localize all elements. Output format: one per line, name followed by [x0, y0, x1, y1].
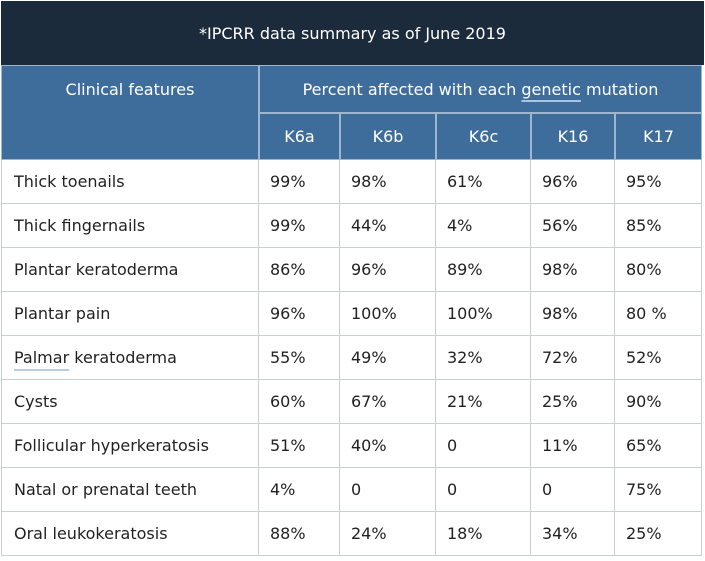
value-cell: 100% — [436, 292, 531, 336]
table-row: Palmar keratoderma 55% 49% 32% 72% 52% — [1, 336, 702, 380]
feature-cell: Plantar keratoderma — [1, 248, 259, 292]
table-row: Cysts 60% 67% 21% 25% 90% — [1, 380, 702, 424]
value-cell: 25% — [615, 512, 702, 556]
feature-cell-rest: keratoderma — [69, 348, 177, 367]
value-cell: 55% — [259, 336, 340, 380]
value-cell: 100% — [340, 292, 436, 336]
header-percent-suffix: mutation — [580, 79, 659, 99]
value-cell: 90% — [615, 380, 702, 424]
table-row: Oral leukokeratosis 88% 24% 18% 34% 25% — [1, 512, 702, 556]
header-percent-prefix: Percent affected with each — [302, 79, 522, 99]
value-cell: 18% — [436, 512, 531, 556]
value-cell: 65% — [615, 424, 702, 468]
table-row: Follicular hyperkeratosis 51% 40% 0 11% … — [1, 424, 702, 468]
value-cell: 0 — [436, 424, 531, 468]
value-cell: 52% — [615, 336, 702, 380]
value-cell: 96% — [531, 160, 615, 204]
value-cell: 11% — [531, 424, 615, 468]
value-cell: 25% — [531, 380, 615, 424]
value-cell: 4% — [259, 468, 340, 512]
value-cell: 86% — [259, 248, 340, 292]
table-title: *IPCRR data summary as of June 2019 — [1, 1, 704, 65]
header-percent-affected: Percent affected with each genetic mutat… — [259, 65, 702, 113]
value-cell: 88% — [259, 512, 340, 556]
palmar-link[interactable]: Palmar — [14, 348, 70, 367]
value-cell: 96% — [340, 248, 436, 292]
header-gene-k6b: K6b — [340, 113, 436, 160]
value-cell: 72% — [531, 336, 615, 380]
value-cell: 89% — [436, 248, 531, 292]
value-cell: 75% — [615, 468, 702, 512]
value-cell: 0 — [436, 468, 531, 512]
value-cell: 98% — [340, 160, 436, 204]
value-cell: 99% — [259, 160, 340, 204]
feature-cell: Follicular hyperkeratosis — [1, 424, 259, 468]
value-cell: 85% — [615, 204, 702, 248]
value-cell: 0 — [531, 468, 615, 512]
feature-cell: Thick fingernails — [1, 204, 259, 248]
value-cell: 40% — [340, 424, 436, 468]
header-gene-k16: K16 — [531, 113, 615, 160]
table-row: Plantar pain 96% 100% 100% 98% 80 % — [1, 292, 702, 336]
value-cell: 98% — [531, 248, 615, 292]
table-body: Thick toenails 99% 98% 61% 96% 95% Thick… — [1, 160, 702, 556]
value-cell: 60% — [259, 380, 340, 424]
value-cell: 80% — [615, 248, 702, 292]
feature-cell: Thick toenails — [1, 160, 259, 204]
value-cell: 4% — [436, 204, 531, 248]
value-cell: 21% — [436, 380, 531, 424]
value-cell: 80 % — [615, 292, 702, 336]
header-gene-k17: K17 — [615, 113, 702, 160]
value-cell: 44% — [340, 204, 436, 248]
table-row: Plantar keratoderma 86% 96% 89% 98% 80% — [1, 248, 702, 292]
value-cell: 0 — [340, 468, 436, 512]
feature-cell: Palmar keratoderma — [1, 336, 259, 380]
value-cell: 98% — [531, 292, 615, 336]
value-cell: 95% — [615, 160, 702, 204]
value-cell: 32% — [436, 336, 531, 380]
feature-cell: Natal or prenatal teeth — [1, 468, 259, 512]
table-row: Thick toenails 99% 98% 61% 96% 95% — [1, 160, 702, 204]
value-cell: 67% — [340, 380, 436, 424]
value-cell: 24% — [340, 512, 436, 556]
value-cell: 49% — [340, 336, 436, 380]
table-row: Thick fingernails 99% 44% 4% 56% 85% — [1, 204, 702, 248]
genetic-link[interactable]: genetic — [521, 79, 581, 99]
value-cell: 61% — [436, 160, 531, 204]
feature-cell: Cysts — [1, 380, 259, 424]
header-gene-k6a: K6a — [259, 113, 340, 160]
feature-cell: Plantar pain — [1, 292, 259, 336]
table-row: Natal or prenatal teeth 4% 0 0 0 75% — [1, 468, 702, 512]
header-gene-k6c: K6c — [436, 113, 531, 160]
feature-cell: Oral leukokeratosis — [1, 512, 259, 556]
value-cell: 34% — [531, 512, 615, 556]
header-clinical-features: Clinical features — [1, 65, 259, 160]
value-cell: 56% — [531, 204, 615, 248]
value-cell: 51% — [259, 424, 340, 468]
value-cell: 96% — [259, 292, 340, 336]
value-cell: 99% — [259, 204, 340, 248]
